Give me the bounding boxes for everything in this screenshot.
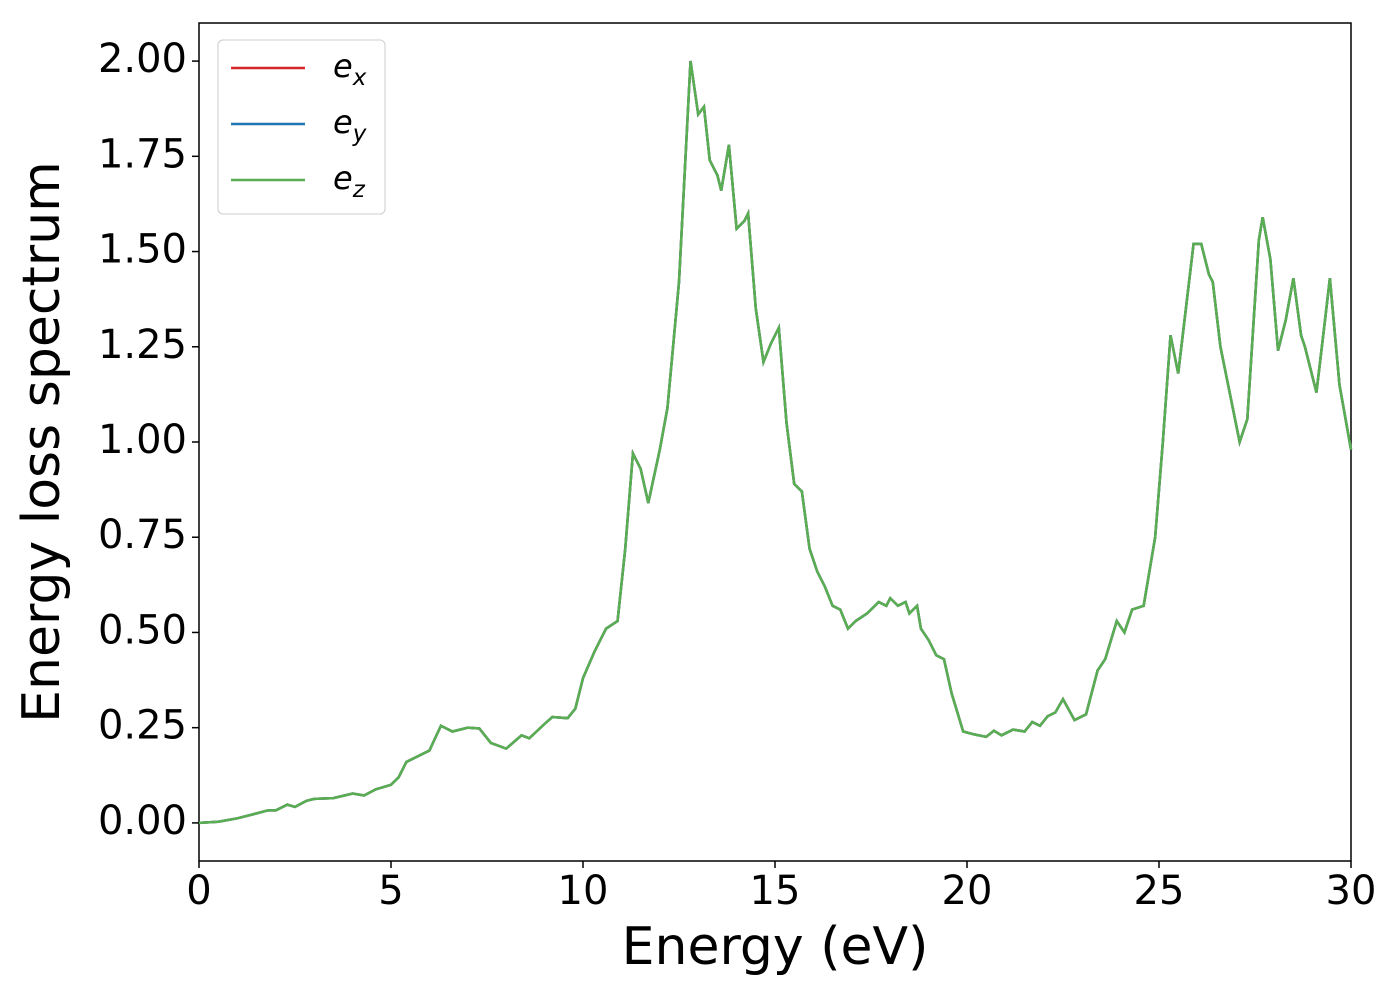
x-tick-label: 0 bbox=[186, 868, 211, 914]
y-axis-label: Energy loss spectrum bbox=[12, 161, 72, 723]
x-tick-label: 20 bbox=[942, 868, 993, 914]
y-tick-label: 1.25 bbox=[98, 322, 187, 368]
y-tick-label: 1.00 bbox=[98, 417, 187, 463]
series-line bbox=[198, 60, 1353, 825]
y-tick-label: 0.25 bbox=[98, 703, 187, 749]
legend-label-base: e bbox=[333, 47, 353, 85]
y-tick-label: 0.50 bbox=[98, 607, 187, 653]
y-tick-label: 2.00 bbox=[98, 36, 187, 82]
y-tick-label: 0.75 bbox=[98, 512, 187, 558]
legend-label: ez bbox=[333, 159, 366, 203]
x-tick-label: 25 bbox=[1134, 868, 1185, 914]
legend-label: ey bbox=[333, 103, 367, 147]
y-tick-label: 1.75 bbox=[98, 131, 187, 177]
x-tick-label: 5 bbox=[378, 868, 403, 914]
x-axis-label: Energy (eV) bbox=[622, 917, 929, 977]
legend-label-sub: x bbox=[352, 65, 367, 91]
legend-box bbox=[217, 39, 386, 215]
legend-label-base: e bbox=[333, 103, 353, 141]
x-tick-label: 30 bbox=[1326, 868, 1377, 914]
legend-label-sub: z bbox=[352, 177, 366, 203]
legend-label-base: e bbox=[333, 159, 353, 197]
y-tick-label: 0.00 bbox=[98, 798, 187, 844]
legend-label: ex bbox=[333, 47, 367, 91]
y-tick-label: 1.50 bbox=[98, 227, 187, 273]
x-tick-label: 10 bbox=[558, 868, 609, 914]
x-tick-label: 15 bbox=[750, 868, 801, 914]
legend-label-sub: y bbox=[352, 121, 367, 147]
